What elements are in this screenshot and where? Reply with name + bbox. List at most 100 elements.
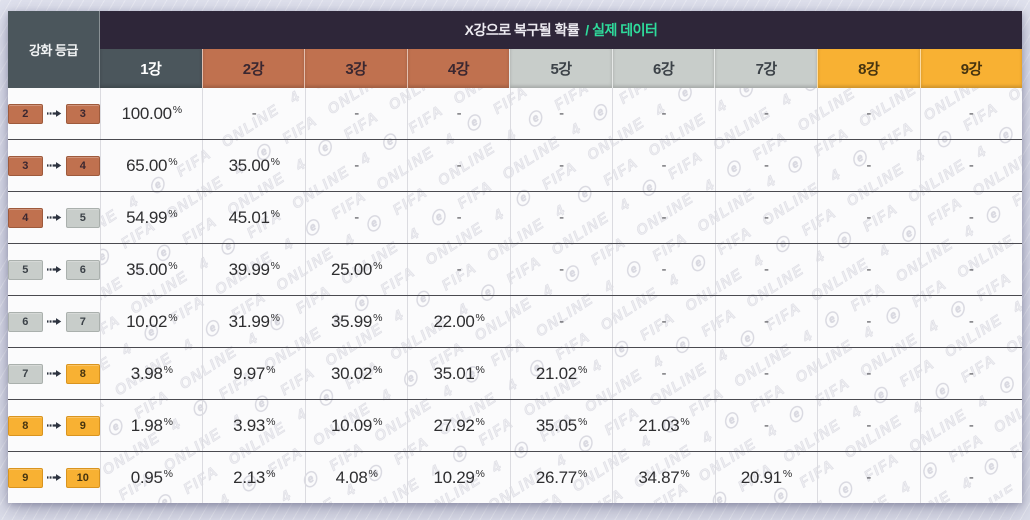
- arrow-right-icon: [46, 214, 61, 221]
- probability-cell: 21.02%: [509, 348, 612, 399]
- empty-cell: -: [509, 140, 612, 191]
- probability-cell: 10.02%: [100, 296, 202, 347]
- header-right: X강으로 복구될 확률 / 실제 데이터 1강 2강 3강 4강 5강 6강 7강 8강 9강: [100, 11, 1023, 88]
- table-row: 2 3 100.00% - - - - - - - -: [8, 88, 1022, 139]
- probability-cell: 10.09%: [304, 400, 407, 451]
- grade-badge-4: 4: [8, 207, 43, 228]
- probability-cell: 39.99%: [202, 244, 304, 295]
- empty-cell: -: [304, 88, 407, 139]
- empty-cell: -: [714, 348, 817, 399]
- grade-badge-6: 6: [65, 259, 100, 280]
- column-header-5강: 5강: [509, 49, 612, 88]
- arrow-right-icon: [46, 110, 61, 117]
- empty-cell: -: [919, 348, 1022, 399]
- empty-cell: -: [919, 452, 1022, 503]
- probability-cell: 35.99%: [304, 296, 407, 347]
- table-title: X강으로 복구될 확률 / 실제 데이터: [100, 11, 1022, 49]
- empty-cell: -: [817, 296, 919, 347]
- probability-cell: 22.00%: [407, 296, 509, 347]
- probability-cell: 3.93%: [202, 400, 304, 451]
- table-body: ⓔ FIFA ONLINE 4 ⓔ FIFA ONLINE 4 ⓔ FIFA O…: [8, 88, 1022, 503]
- arrow-right-icon: [46, 422, 61, 429]
- probability-cell: 20.91%: [714, 452, 817, 503]
- empty-cell: -: [304, 192, 407, 243]
- table-row: 8 9 1.98% 3.93% 10.09% 27.92% 35.05% 21.03% - - -: [8, 399, 1022, 451]
- probability-cell: 35.05%: [509, 400, 612, 451]
- empty-cell: -: [407, 192, 509, 243]
- empty-cell: -: [919, 244, 1022, 295]
- grade-badge-8: 8: [8, 415, 43, 436]
- empty-cell: -: [919, 88, 1022, 139]
- empty-cell: -: [817, 452, 919, 503]
- arrow-right-icon: [46, 162, 61, 169]
- grade-badge-10: 10: [65, 467, 100, 488]
- empty-cell: -: [612, 244, 714, 295]
- grade-badge-8: 8: [65, 363, 100, 384]
- empty-cell: -: [919, 296, 1022, 347]
- empty-cell: -: [407, 140, 509, 191]
- empty-cell: -: [919, 140, 1022, 191]
- probability-cell: 31.99%: [202, 296, 304, 347]
- probability-table: 강화 등급 X강으로 복구될 확률 / 실제 데이터 1강 2강 3강 4강 5강 6강 7…: [8, 11, 1023, 503]
- empty-cell: -: [817, 88, 919, 139]
- empty-cell: -: [509, 192, 612, 243]
- column-header-8강: 8강: [816, 49, 920, 88]
- empty-cell: -: [714, 88, 817, 139]
- grade-badge-3: 3: [8, 155, 43, 176]
- probability-cell: 30.02%: [304, 348, 407, 399]
- column-header-6강: 6강: [611, 49, 715, 88]
- probability-cell: 21.03%: [612, 400, 714, 451]
- empty-cell: -: [714, 192, 817, 243]
- empty-cell: -: [612, 296, 714, 347]
- table-row: 7 8 3.98% 9.97% 30.02% 35.01% 21.02% - - - -: [8, 347, 1022, 399]
- probability-cell: 35.01%: [407, 348, 509, 399]
- empty-cell: -: [817, 192, 919, 243]
- grade-badge-9: 9: [8, 467, 43, 488]
- empty-cell: -: [714, 244, 817, 295]
- empty-cell: -: [919, 192, 1022, 243]
- column-header-3강: 3강: [304, 49, 407, 88]
- grade-badge-2: 2: [8, 103, 43, 124]
- empty-cell: -: [612, 348, 714, 399]
- table-row: 4 5 54.99% 45.01% - - - - - - -: [8, 191, 1022, 243]
- table-row: 9 10 0.95% 2.13% 4.08% 10.29% 26.77% 34.87% 20.9…: [8, 451, 1022, 503]
- probability-cell: 26.77%: [509, 452, 612, 503]
- empty-cell: -: [612, 140, 714, 191]
- probability-cell: 35.00%: [202, 140, 304, 191]
- probability-cell: 35.00%: [100, 244, 202, 295]
- empty-cell: -: [714, 400, 817, 451]
- column-header-4강: 4강: [406, 49, 510, 88]
- probability-cell: 1.98%: [100, 400, 202, 451]
- empty-cell: -: [817, 140, 919, 191]
- probability-cell: 4.08%: [304, 452, 407, 503]
- table-row: 6 7 10.02% 31.99% 35.99% 22.00% - - - - -: [8, 295, 1022, 347]
- title-accent: / 실제 데이터: [585, 22, 658, 38]
- table-row: 5 6 35.00% 39.99% 25.00% - - - - - -: [8, 243, 1022, 295]
- empty-cell: -: [407, 88, 509, 139]
- table-row: 3 4 65.00% 35.00% - - - - - - -: [8, 139, 1022, 191]
- column-header-1강: 1강: [100, 49, 202, 88]
- probability-cell: 65.00%: [100, 140, 202, 191]
- probability-cell: 3.98%: [100, 348, 202, 399]
- grade-badge-9: 9: [65, 415, 100, 436]
- empty-cell: -: [612, 192, 714, 243]
- empty-cell: -: [509, 296, 612, 347]
- empty-cell: -: [407, 244, 509, 295]
- probability-cell: 27.92%: [407, 400, 509, 451]
- probability-cell: 54.99%: [100, 192, 202, 243]
- column-header-2강: 2강: [201, 49, 305, 88]
- empty-cell: -: [612, 88, 714, 139]
- probability-cell: 45.01%: [202, 192, 304, 243]
- column-header-9강: 9강: [919, 49, 1023, 88]
- column-header-7강: 7강: [714, 49, 817, 88]
- empty-cell: -: [919, 400, 1022, 451]
- empty-cell: -: [714, 296, 817, 347]
- probability-cell: 0.95%: [100, 452, 202, 503]
- arrow-right-icon: [46, 370, 61, 377]
- grade-badge-7: 7: [65, 311, 100, 332]
